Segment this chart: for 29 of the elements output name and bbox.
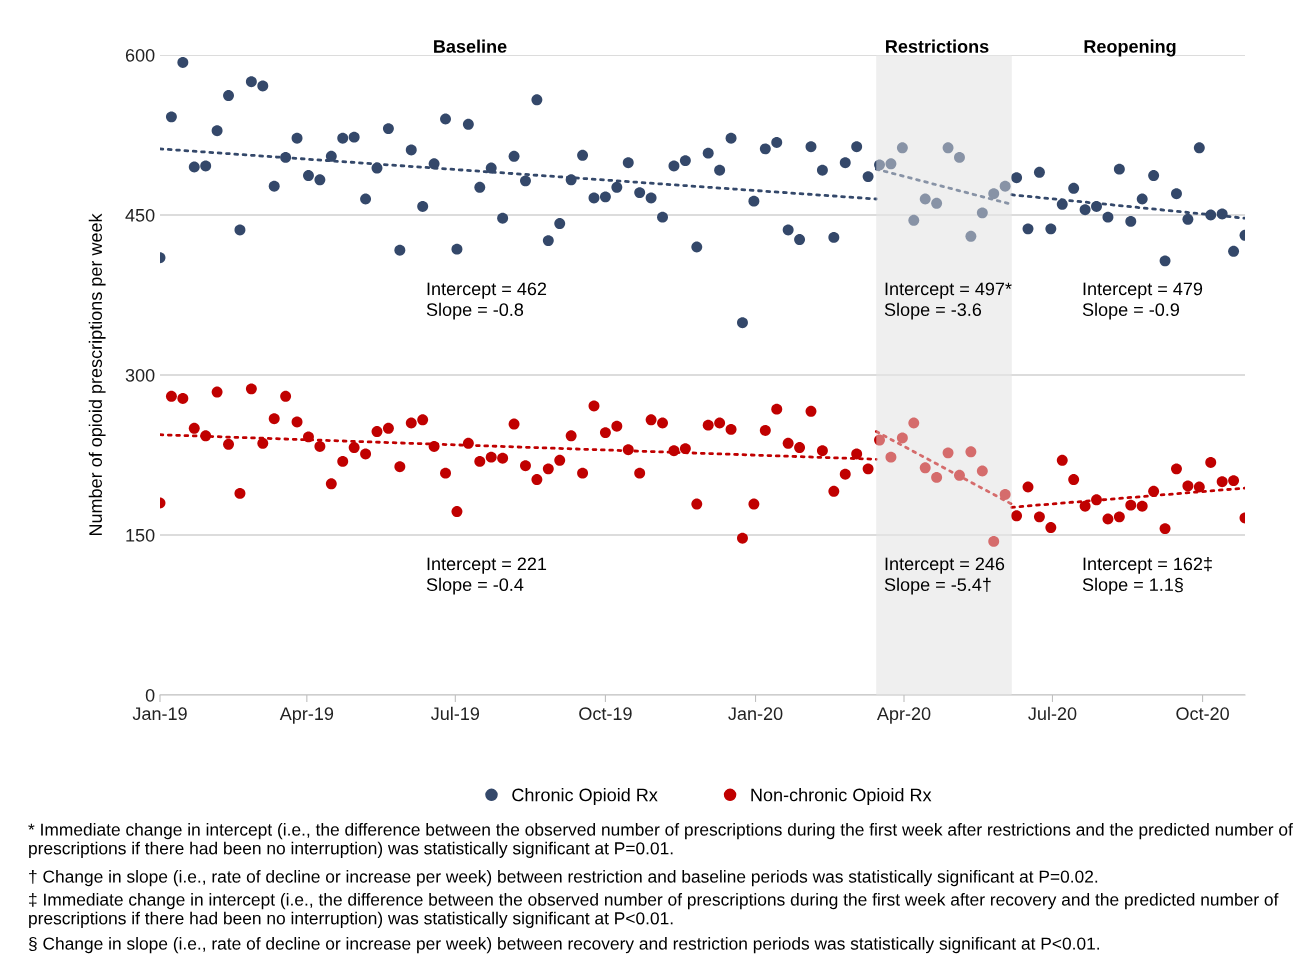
text: Restrictions — [886, 39, 989, 53]
y-tick-label: 600 — [125, 48, 155, 62]
x-tick-label: Apr-19 — [279, 707, 334, 724]
text: † Change in slope (i.e., rate of decline or increase per week) between restriction and baseline periods was statistically significant at P=0.02. — [29, 870, 1098, 887]
x-tick-label: Jul-19 — [431, 706, 480, 721]
x-tick-label: Oct-20 — [1176, 707, 1229, 721]
y-axis-title: Number of opioid prescriptions per week — [88, 213, 106, 536]
x-tick-label: Apr-20 — [876, 707, 931, 724]
text: § Change in slope (i.e., rate of decline or increase per week) between recovery and restriction periods was statistically significant at P<0.01. — [28, 937, 1100, 954]
annotation: Intercept = 246 Slope = -5.4† — [884, 557, 1005, 595]
x-tick-label: Jul-20 — [1028, 706, 1077, 721]
y-tick-label: 300 — [125, 368, 155, 382]
annotation: Intercept = 479 Slope = -0.9 — [1082, 282, 1203, 320]
annotation: Intercept = 162‡ Slope = 1.1§ — [1082, 557, 1212, 595]
x-tick-label: Oct-19 — [579, 707, 632, 721]
legend-label: Non-chronic Opioid Rx — [751, 788, 932, 805]
text: ‡ Immediate change in intercept (i.e., the difference between the observed number of prescriptions during the first week after recovery and the predicted number of prescriptions if there had been no interruption) was statistically significant at P<0.01. — [29, 893, 1279, 928]
annotation: Reopening — [1084, 39, 1176, 57]
annotation: Intercept = 221 Slope = -0.4 — [426, 557, 547, 595]
text: * Immediate change in intercept (i.e., the difference between the observed number of prescriptions during the first week after restrictions and the predicted number of prescriptions if there had been no interruption) was statistically significant at P=0.01. — [28, 823, 1293, 858]
annotation: Intercept = 497* Slope = -3.6 — [884, 282, 1012, 320]
legend-label: Chronic Opioid Rx — [512, 788, 658, 805]
y-tick-label: 150 — [126, 528, 155, 542]
text: Baseline — [434, 39, 507, 53]
x-tick-label: Jan-20 — [728, 707, 783, 721]
y-tick-label: 450 — [125, 208, 155, 222]
x-tick-label: Jan-19 — [132, 707, 187, 721]
y-tick-label: 0 — [145, 688, 155, 702]
annotation: Intercept = 462 Slope = -0.8 — [426, 282, 547, 320]
